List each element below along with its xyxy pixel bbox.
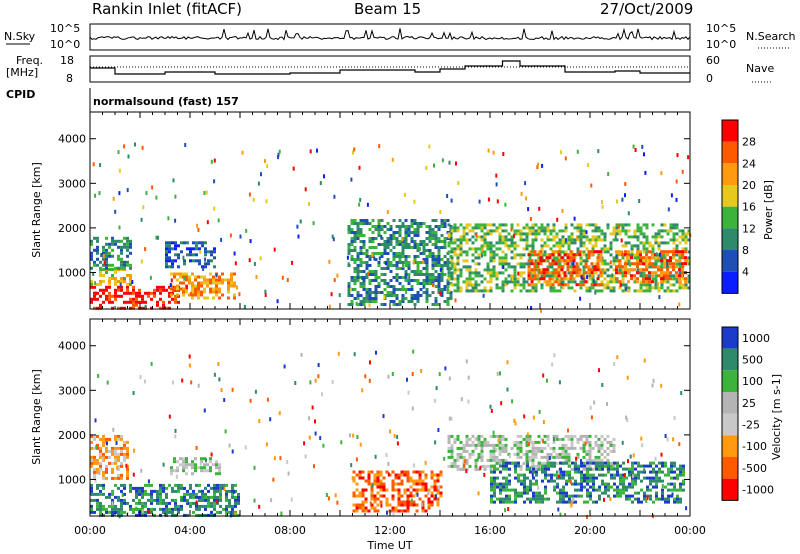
- velocity-ylabel: Slant Range [km]: [30, 369, 43, 465]
- velocity-colorbar-tick-2: 100: [742, 375, 763, 388]
- power-region-1: [90, 268, 132, 286]
- nave-label: Nave: [746, 62, 774, 75]
- velocity-panel: 1000 2000 3000 4000 Slant Range [km] 1000 50…: [30, 318, 783, 552]
- freq-tick-low: 8: [66, 72, 73, 85]
- nave-tick-low: 0: [706, 72, 713, 85]
- power-panel: 1000 2000 3000 4000 Slant Range [km] 28 24 20…: [30, 111, 775, 313]
- nsky-label: N.Sky: [4, 30, 36, 43]
- power-colorbar-tick-6: 4: [742, 266, 749, 279]
- velocity-colorbar-tick-0: 1000: [742, 332, 770, 345]
- freq-unit: [MHz]: [6, 66, 38, 79]
- cpid-text: normalsound (fast) 157: [93, 95, 239, 108]
- power-data: [90, 142, 692, 313]
- power-colorbar-seg-6: [722, 250, 738, 272]
- power-ytick-1: 2000: [58, 222, 86, 235]
- xtick-0: 00:00: [74, 524, 106, 537]
- velocity-colorbar-label: Velocity [m s-1]: [770, 374, 783, 460]
- velocity-colorbar-seg-7: [722, 478, 738, 501]
- freq-strip: Freq. [MHz] 18 8 60 0 Nave: [6, 54, 774, 85]
- power-colorbar-seg-3: [722, 185, 738, 207]
- velocity-region-1: [90, 434, 129, 480]
- power-colorbar-seg-7: [722, 271, 738, 294]
- time-axis-label: Time UT: [366, 539, 412, 552]
- power-colorbar-seg-1: [722, 141, 738, 164]
- power-colorbar-seg-4: [722, 206, 738, 229]
- power-colorbar-tick-1: 24: [742, 157, 756, 170]
- power-colorbar-tick-2: 20: [742, 179, 756, 192]
- velocity-colorbar-tick-7: -1000: [742, 484, 774, 497]
- velocity-scatter: [94, 349, 688, 519]
- power-region-8: [615, 250, 687, 284]
- nsearch-label: N.Search: [746, 30, 796, 43]
- velocity-colorbar-tick-1: 500: [742, 354, 763, 367]
- xtick-1: 04:00: [174, 524, 206, 537]
- station-title: Rankin Inlet (fitACF): [92, 0, 242, 18]
- velocity-region-3: [352, 470, 443, 513]
- xtick-5: 20:00: [574, 524, 606, 537]
- velocity-colorbar-tick-4: -25: [742, 419, 760, 432]
- power-colorbar-seg-2: [722, 163, 738, 186]
- power-colorbar-tick-5: 8: [742, 244, 749, 257]
- power-region-4: [165, 241, 216, 269]
- velocity-colorbar-tick-6: -500: [742, 462, 767, 475]
- power-colorbar-seg-0: [722, 120, 738, 142]
- xtick-6: 00:00: [674, 524, 706, 537]
- velocity-region-2: [170, 457, 221, 476]
- power-colorbar-tick-0: 28: [742, 136, 756, 149]
- power-colorbar-seg-5: [722, 228, 738, 251]
- power-ytick-3: 4000: [58, 133, 86, 146]
- power-ylabel: Slant Range [km]: [30, 162, 43, 258]
- velocity-colorbar-seg-2: [722, 370, 738, 393]
- power-ytick-2: 3000: [58, 177, 86, 190]
- velocity-colorbar-seg-3: [722, 392, 738, 414]
- power-colorbar-label: Power [dB]: [762, 180, 775, 240]
- freq-trace: [90, 60, 690, 75]
- velocity-region-0: [90, 483, 240, 517]
- nsky-trace: [89, 27, 691, 41]
- velocity-colorbar-seg-5: [722, 435, 738, 458]
- xtick-4: 16:00: [474, 524, 506, 537]
- freq-label: Freq.: [16, 54, 43, 67]
- velocity-data: [90, 349, 688, 519]
- power-region-3: [170, 272, 236, 300]
- nave-tick-high: 60: [706, 54, 720, 67]
- beam-title: Beam 15: [354, 0, 421, 18]
- freq-tick-high: 18: [60, 54, 74, 67]
- power-region-7: [527, 250, 603, 287]
- cpid-label: CPID: [6, 88, 35, 101]
- xtick-3: 12:00: [374, 524, 406, 537]
- nsky-strip: N.Sky 10^5 10^0 10^5 10^0 N.Search: [4, 22, 796, 51]
- velocity-colorbar-tick-3: 25: [742, 397, 756, 410]
- velocity-colorbar-seg-1: [722, 348, 738, 371]
- power-colorbar-tick-3: 16: [742, 201, 756, 214]
- velocity-colorbar-seg-4: [722, 413, 738, 436]
- velocity-ytick-2: 3000: [58, 384, 86, 397]
- nsky-tick-high: 10^5: [50, 22, 80, 35]
- velocity-ytick-1: 2000: [58, 429, 86, 442]
- velocity-ytick-0: 1000: [58, 473, 86, 486]
- power-region-0: [90, 285, 180, 310]
- velocity-colorbar-tick-5: -100: [742, 440, 767, 453]
- velocity-colorbar-seg-6: [722, 457, 738, 479]
- velocity-colorbar-seg-0: [722, 327, 738, 349]
- xtick-2: 08:00: [274, 524, 306, 537]
- power-ytick-0: 1000: [58, 266, 86, 279]
- velocity-ytick-3: 4000: [58, 340, 86, 353]
- power-colorbar-tick-4: 12: [742, 222, 756, 235]
- nsky-tick-low: 10^0: [50, 38, 80, 51]
- date-title: 27/Oct/2009: [600, 0, 693, 18]
- power-region-2: [90, 236, 132, 270]
- nsearch-tick-low: 10^0: [706, 38, 736, 51]
- nsearch-tick-high: 10^5: [706, 22, 736, 35]
